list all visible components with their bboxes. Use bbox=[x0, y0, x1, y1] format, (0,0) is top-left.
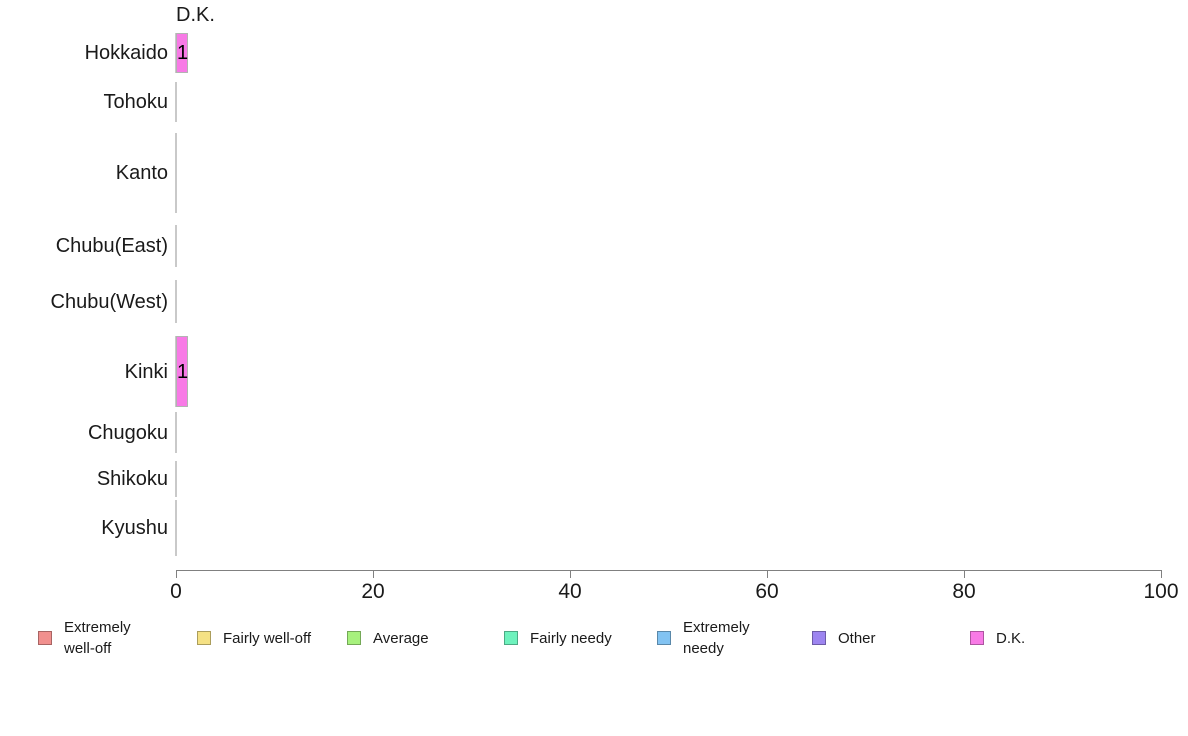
x-tick-label-20: 20 bbox=[361, 580, 385, 603]
x-tick-mark-0 bbox=[176, 570, 177, 578]
legend-label-average: Average bbox=[373, 629, 429, 647]
x-tick-mark-40 bbox=[570, 570, 571, 578]
legend: Extremely well-off Fairly well-off Average… bbox=[0, 612, 1188, 664]
category-label-chugoku: Chugoku bbox=[87, 421, 168, 444]
x-tick-mark-60 bbox=[767, 570, 768, 578]
legend-label-fairly-well-off: Fairly well-off bbox=[223, 629, 312, 647]
legend-label-d-k: D.K. bbox=[996, 629, 1026, 647]
zero-baseline-segment-chugoku bbox=[175, 412, 177, 453]
zero-baseline-segment-shikoku bbox=[175, 461, 177, 497]
legend-label-other: Other bbox=[838, 629, 876, 647]
legend-item-d-k: D.K. bbox=[970, 612, 1025, 664]
legend-swatch-d-k bbox=[970, 631, 984, 645]
legend-item-average: Average bbox=[347, 612, 429, 664]
legend-swatch-extremely-well-off bbox=[38, 631, 52, 645]
category-label-shikoku: Shikoku bbox=[96, 468, 168, 490]
x-tick-label-40: 40 bbox=[558, 580, 582, 603]
legend-swatch-average bbox=[347, 631, 361, 645]
legend-item-extremely-well-off: Extremely well-off bbox=[38, 612, 164, 664]
x-tick-label-80: 80 bbox=[952, 580, 976, 603]
legend-swatch-extremely-needy bbox=[657, 631, 671, 645]
x-tick-label-60: 60 bbox=[755, 580, 779, 603]
category-label-kanto: Kanto bbox=[115, 162, 168, 184]
category-label-hokkaido: Hokkaido bbox=[84, 42, 168, 64]
category-label-chubu-east: Chubu(East) bbox=[55, 235, 168, 257]
category-label-chubu-west: Chubu(West) bbox=[50, 290, 168, 313]
x-axis-line bbox=[176, 570, 1161, 571]
category-label-kinki: Kinki bbox=[124, 360, 168, 383]
x-tick-label-100: 100 bbox=[1143, 580, 1179, 603]
bar-d-k-kinki bbox=[176, 336, 188, 407]
legend-item-other: Other bbox=[812, 612, 876, 664]
x-tick-mark-20 bbox=[373, 570, 374, 578]
zero-baseline-segment-chubu-east bbox=[175, 225, 177, 267]
bar-d-k-hokkaido bbox=[176, 33, 188, 73]
bar-value-label-hokkaido: 1 bbox=[177, 42, 189, 64]
legend-swatch-fairly-needy bbox=[504, 631, 518, 645]
x-tick-mark-80 bbox=[964, 570, 965, 578]
legend-label-extremely-well-off: Extremely well-off bbox=[64, 619, 131, 657]
legend-item-fairly-well-off: Fairly well-off bbox=[197, 612, 311, 664]
x-tick-label-0: 0 bbox=[170, 580, 182, 603]
chart-panel-title: D.K. bbox=[176, 4, 215, 26]
bar-value-label-kinki: 1 bbox=[177, 360, 189, 383]
zero-baseline-segment-chubu-west bbox=[175, 280, 177, 323]
legend-label-fairly-needy: Fairly needy bbox=[530, 629, 612, 647]
zero-baseline-segment-tohoku bbox=[175, 82, 177, 122]
zero-baseline-segment-kyushu bbox=[175, 500, 177, 556]
category-label-kyushu: Kyushu bbox=[101, 517, 168, 539]
legend-item-fairly-needy: Fairly needy bbox=[504, 612, 612, 664]
legend-swatch-other bbox=[812, 631, 826, 645]
category-label-tohoku: Tohoku bbox=[103, 91, 169, 113]
legend-label-extremely-needy: Extremely needy bbox=[683, 619, 750, 657]
legend-item-extremely-needy: Extremely needy bbox=[657, 612, 783, 664]
x-tick-mark-100 bbox=[1161, 570, 1162, 578]
zero-baseline-segment-kanto bbox=[175, 133, 177, 213]
legend-swatch-fairly-well-off bbox=[197, 631, 211, 645]
